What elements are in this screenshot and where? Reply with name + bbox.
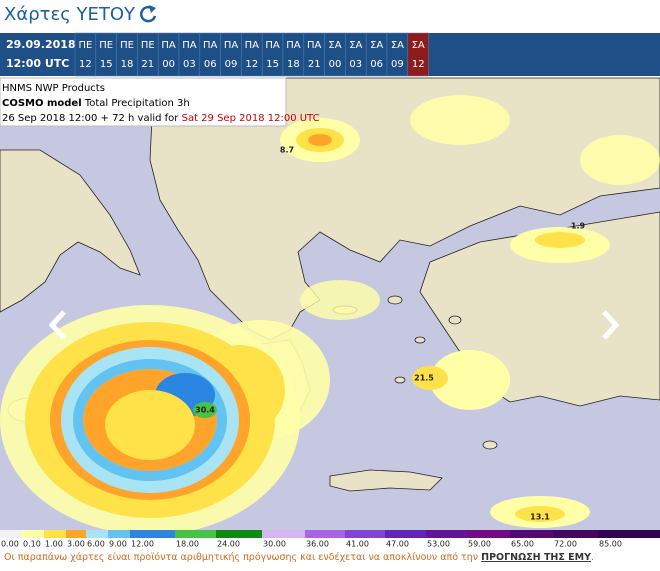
slot-day: ΠΑ (203, 40, 218, 51)
slot-day: ΠΑ (182, 40, 197, 51)
model: COSMO model (2, 98, 82, 109)
slot-hour: 18 (121, 59, 134, 70)
legend-label: 59.00 (468, 540, 491, 549)
run: 26 Sep 2018 12:00 + 72 h valid for (2, 113, 179, 124)
legend-label: 3.00 (67, 540, 85, 549)
legend-label: 72.00 (554, 540, 577, 549)
slot-day: ΠΑ (265, 40, 280, 51)
time-slot[interactable] (407, 32, 429, 77)
legend-label: 6.00 (87, 540, 105, 549)
legend-swatch (553, 530, 598, 538)
slot-day: ΣΑ (370, 40, 383, 51)
slot-hour: 12 (412, 59, 425, 70)
slot-day: ΠΕ (78, 40, 92, 51)
parameter: Total Precipitation 3h (84, 98, 190, 109)
legend-swatch (510, 530, 553, 538)
max-label: 13.1 (530, 513, 550, 522)
page-title: Χάρτες ΥΕΤΟΥ (4, 4, 136, 25)
slot-hour: 03 (183, 59, 196, 70)
slot-hour: 12 (79, 59, 92, 70)
legend-swatch (130, 530, 175, 538)
slot-day: ΠΑ (245, 40, 260, 51)
legend-swatch (66, 530, 86, 538)
legend-swatch (0, 530, 22, 538)
slot-day: ΠΕ (120, 40, 134, 51)
slot-hour: 21 (141, 59, 154, 70)
legend-label: 65.00 (511, 540, 534, 549)
legend-swatch (216, 530, 262, 538)
legend-swatch (86, 530, 108, 538)
legend-label: 36.00 (306, 540, 329, 549)
product: HNMS NWP Products (2, 83, 105, 94)
slot-hour: 12 (245, 59, 258, 70)
legend-label: 0.00 (1, 540, 19, 549)
slot-day: ΠΕ (141, 40, 155, 51)
legend-label: 24.00 (217, 540, 240, 549)
legend-swatch (305, 530, 345, 538)
footer-link[interactable]: ΠΡΟΓΝΩΣΗ ΤΗΣ ΕΜΥ (481, 552, 591, 563)
slot-hour: 03 (349, 59, 362, 70)
legend-label: 18.00 (176, 540, 199, 549)
slot-day: ΠΑ (161, 40, 176, 51)
legend-label: 9.00 (109, 540, 127, 549)
footer-end: . (591, 552, 594, 563)
slot-day: ΣΑ (412, 40, 425, 51)
max-label: 8.7 (280, 146, 294, 155)
slot-day: ΠΕ (99, 40, 113, 51)
precipitation (0, 95, 660, 535)
legend-swatch (175, 530, 216, 538)
slot-hour: 00 (329, 59, 342, 70)
legend-swatch (262, 530, 305, 538)
slot-day: ΣΑ (328, 40, 341, 51)
info-box (0, 77, 287, 127)
legend-label: 1.00 (45, 540, 63, 549)
max-label: 21.5 (414, 374, 434, 383)
legend-swatch (345, 530, 385, 538)
slot-day: ΣΑ (349, 40, 362, 51)
slot-hour: 21 (308, 59, 321, 70)
legend-label: 53.00 (427, 540, 450, 549)
slot-hour: 00 (162, 59, 175, 70)
slot-day: ΠΑ (307, 40, 322, 51)
slot-hour: 15 (266, 59, 279, 70)
slot-hour: 06 (370, 59, 383, 70)
legend-label: 85.00 (599, 540, 622, 549)
slot-hour: 09 (225, 59, 238, 70)
legend-label: 30.00 (263, 540, 286, 549)
max-label: 1.9 (571, 222, 586, 231)
slot-hour: 06 (204, 59, 217, 70)
refresh-icon[interactable] (140, 5, 157, 23)
model-line: COSMO model Total Precipitation 3h (2, 98, 190, 109)
footer: Οι παραπάνω χάρτες είναι προϊόντα αριθμη… (4, 552, 594, 563)
prev-arrow[interactable] (48, 310, 66, 340)
legend-swatch (22, 530, 44, 538)
max-label: 30.4 (195, 406, 215, 415)
legend-swatch (44, 530, 66, 538)
next-arrow[interactable] (602, 310, 620, 340)
slot-day: ΠΑ (286, 40, 301, 51)
date: 29.09.2018 (6, 38, 76, 51)
legend-swatch (385, 530, 426, 538)
slot-hour: 18 (287, 59, 300, 70)
legend-label: 47.00 (386, 540, 409, 549)
map-land (0, 77, 660, 492)
legend-label: 12.00 (131, 540, 154, 549)
time: 12:00 UTC (6, 57, 69, 70)
slot-day: ΠΑ (224, 40, 239, 51)
slot-hour: 09 (391, 59, 404, 70)
valid: Sat 29 Sep 2018 12:00 UTC (182, 113, 320, 124)
legend-swatch (598, 530, 660, 538)
run-line: 26 Sep 2018 12:00 + 72 h valid for Sat 2… (2, 113, 320, 124)
legend-swatch (467, 530, 510, 538)
footer-text: Οι παραπάνω χάρτες είναι προϊόντα αριθμη… (4, 552, 478, 563)
slot-day: ΣΑ (391, 40, 404, 51)
legend-swatch (108, 530, 130, 538)
slot-hour: 15 (100, 59, 113, 70)
legend-label: 41.00 (346, 540, 369, 549)
legend-label: 0.10 (23, 540, 41, 549)
legend-swatch (426, 530, 467, 538)
